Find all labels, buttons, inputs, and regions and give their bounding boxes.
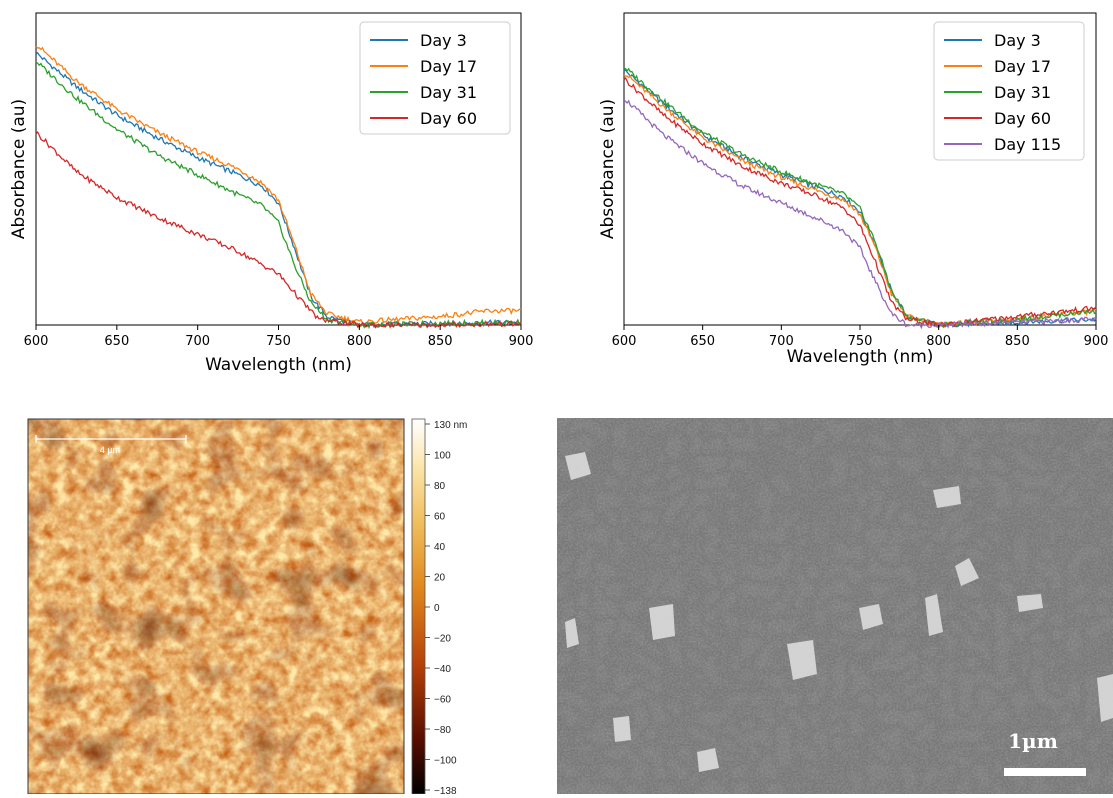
legend: Day 3 Day 17 Day 31 Day 60 bbox=[359, 21, 511, 135]
colorbar-tick-label: −60 bbox=[434, 695, 451, 706]
colorbar-tick-label: 20 bbox=[434, 573, 446, 584]
legend-label: Day 115 bbox=[994, 135, 1061, 154]
x-tick-label: 650 bbox=[104, 334, 129, 349]
series-line-day-60 bbox=[623, 76, 1097, 329]
absorbance-plot-left: 600 650 700 750 800 850 900 Wavelength (nm) Ab… bbox=[9, 12, 534, 375]
afm-topography-image: 4 µm 130 nm 100 80 60 40 20 0 −20 −40 −60 −80 −100 −… bbox=[27, 418, 467, 797]
legend-label: Day 60 bbox=[994, 109, 1051, 128]
x-tick-label: 700 bbox=[769, 334, 794, 349]
absorbance-chart-left: 600 650 700 750 800 850 900 Wavelength (nm) Ab… bbox=[0, 0, 540, 390]
x-tick-label: 900 bbox=[1084, 334, 1109, 349]
y-axis-label: Absorbance (au) bbox=[9, 99, 29, 239]
x-axis-label: Wavelength (nm) bbox=[205, 355, 352, 375]
series-layer bbox=[623, 67, 1097, 330]
series-line-day-31 bbox=[35, 61, 522, 330]
series-line-day-60 bbox=[35, 131, 522, 329]
colorbar-tick-label: 40 bbox=[434, 542, 446, 553]
x-ticks: 600 650 700 750 800 850 900 bbox=[612, 325, 1109, 349]
legend-label: Day 17 bbox=[420, 57, 477, 76]
series-line-day-115 bbox=[623, 99, 1097, 330]
legend-label: Day 31 bbox=[994, 83, 1051, 102]
legend-label: Day 3 bbox=[994, 31, 1041, 50]
x-tick-label: 800 bbox=[347, 334, 372, 349]
x-axis-label: Wavelength (nm) bbox=[787, 347, 934, 367]
absorbance-chart-right: 600 650 700 750 800 850 900 Wavelength (nm) Ab… bbox=[575, 0, 1113, 390]
colorbar-tick-label: −40 bbox=[434, 664, 451, 675]
x-tick-label: 750 bbox=[266, 334, 291, 349]
sem-scale-bar-label: 1µm bbox=[1008, 729, 1058, 753]
sem-micrograph-panel: 1µm bbox=[557, 418, 1113, 794]
afm-scale-bar: 4 µm bbox=[35, 435, 187, 455]
legend-frame bbox=[359, 21, 511, 135]
x-tick-label: 900 bbox=[509, 334, 534, 349]
colorbar-tick-label: −20 bbox=[434, 634, 451, 645]
x-tick-label: 600 bbox=[612, 334, 637, 349]
colorbar-tick-label: 80 bbox=[434, 481, 446, 492]
legend-label: Day 60 bbox=[420, 109, 477, 128]
x-tick-label: 750 bbox=[848, 334, 873, 349]
afm-image-valleys bbox=[28, 419, 404, 794]
legend-label: Day 3 bbox=[420, 31, 467, 50]
x-tick-label: 800 bbox=[926, 334, 951, 349]
colorbar-tick-label: −138 bbox=[434, 786, 457, 794]
colorbar-tick-label: 100 bbox=[434, 451, 451, 462]
x-ticks: 600 650 700 750 800 850 900 bbox=[24, 325, 534, 349]
legend-frame bbox=[933, 21, 1085, 161]
colorbar-tick-label: −100 bbox=[434, 756, 457, 767]
legend-label: Day 17 bbox=[994, 57, 1051, 76]
absorbance-plot-right: 600 650 700 750 800 850 900 Wavelength (nm) Ab… bbox=[598, 12, 1109, 367]
series-line-day-31 bbox=[623, 67, 1097, 330]
y-axis-label: Absorbance (au) bbox=[598, 99, 618, 239]
afm-scale-bar-label: 4 µm bbox=[100, 445, 120, 455]
sem-scale-bar bbox=[1004, 768, 1086, 776]
sem-bright-grains bbox=[565, 452, 1113, 772]
colorbar-tick-label: 130 nm bbox=[434, 420, 467, 431]
colorbar-tick-label: −80 bbox=[434, 725, 451, 736]
legend: Day 3 Day 17 Day 31 Day 60 Day 115 bbox=[933, 21, 1085, 161]
series-layer bbox=[35, 46, 522, 330]
x-tick-label: 700 bbox=[185, 334, 210, 349]
colorbar-ticks: 130 nm 100 80 60 40 20 0 −20 −40 −60 −80 −100 −138 bbox=[425, 420, 467, 797]
x-tick-label: 600 bbox=[24, 334, 49, 349]
sem-micrograph-image: 1µm bbox=[557, 418, 1113, 794]
series-line-day-17 bbox=[35, 46, 522, 325]
legend-label: Day 31 bbox=[420, 83, 477, 102]
colorbar-tick-label: 0 bbox=[434, 603, 440, 614]
afm-topography-panel: 4 µm 130 nm 100 80 60 40 20 0 −20 −40 −60 −80 −100 −… bbox=[0, 405, 540, 797]
x-tick-label: 650 bbox=[690, 334, 715, 349]
x-tick-label: 850 bbox=[1005, 334, 1030, 349]
x-tick-label: 850 bbox=[428, 334, 453, 349]
colorbar bbox=[411, 418, 426, 795]
colorbar-tick-label: 60 bbox=[434, 512, 446, 523]
